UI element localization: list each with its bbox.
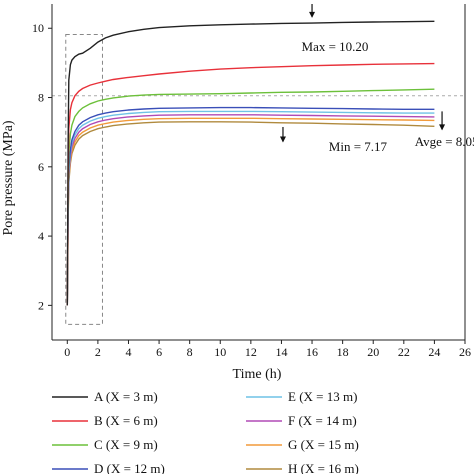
x-tick-label: 26 [459,345,471,359]
x-tick-label: 22 [398,345,410,359]
x-tick-label: 18 [337,345,349,359]
zoom-box [65,33,103,325]
legend: A (X = 3 m) B (X = 6 m) C (X = 9 m) D (X = … [52,389,359,474]
series-line-d [66,106,435,306]
y-axis-label: Pore pressure (MPa) [1,120,16,235]
min-annotation-arrow-head [279,136,286,143]
legend-label-g: G (X = 15 m) [288,437,359,452]
avg-annotation-arrow-head [439,124,446,131]
series-line-a [66,20,435,306]
x-tick-label: 24 [428,345,440,359]
legend-label-b: B (X = 6 m) [94,413,158,428]
legend-label-f: F (X = 14 m) [288,413,357,428]
x-tick-label: 6 [156,345,162,359]
x-axis-label: Time (h) [233,367,282,382]
max-annotation-arrow-head [309,11,316,18]
series-line-b [66,62,435,306]
max-annotation: Max = 10.20 [302,39,369,54]
min-annotation: Min = 7.17 [329,139,388,154]
x-tick-label: 4 [125,345,131,359]
legend-label-c: C (X = 9 m) [94,437,158,452]
y-tick-label: 8 [38,91,44,105]
legend-label-d: D (X = 12 m) [94,461,165,474]
y-tick-label: 2 [38,298,44,312]
series-line-c [66,88,435,306]
x-tick-label: 0 [64,345,70,359]
x-tick-label: 20 [367,345,379,359]
legend-label-e: E (X = 13 m) [288,389,357,404]
avg-annotation: Avge = 8.05 [415,134,474,149]
legend-label-h: H (X = 16 m) [288,461,359,474]
x-tick-label: 14 [275,345,287,359]
plot-area [52,20,465,325]
y-tick-label: 4 [38,229,44,243]
annotations: Max = 10.20 Min = 7.17 Avge = 8.05 [279,4,474,154]
x-tick-label: 12 [245,345,257,359]
legend-label-a: A (X = 3 m) [94,389,158,404]
y-tick-label: 6 [38,160,44,174]
x-tick-label: 2 [95,345,101,359]
x-tick-label: 16 [306,345,318,359]
x-tick-label: 8 [187,345,193,359]
x-tick-label: 10 [214,345,226,359]
y-tick-label: 10 [32,21,44,35]
